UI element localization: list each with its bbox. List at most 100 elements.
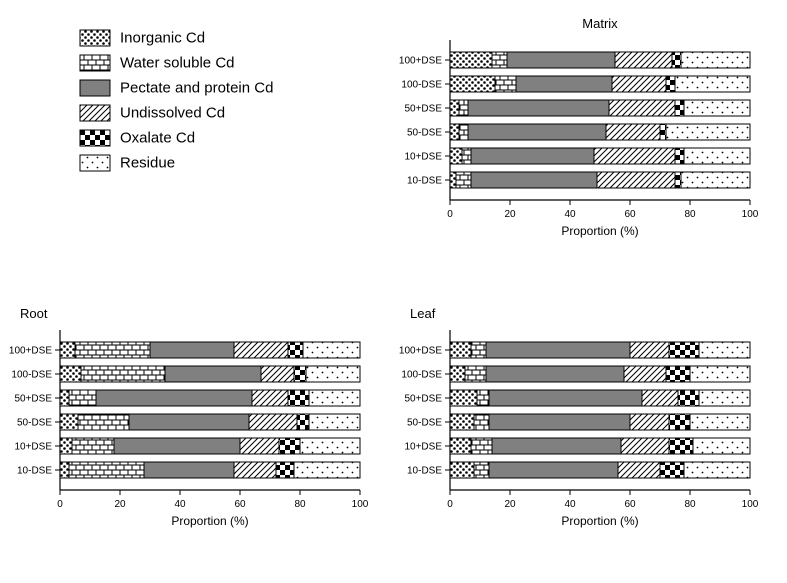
bar-segment <box>450 438 471 454</box>
x-tick-label: 0 <box>447 209 453 220</box>
bar-segment <box>666 124 750 140</box>
x-tick-label: 40 <box>564 209 576 220</box>
bar-segment <box>471 342 486 358</box>
bar-segment <box>60 366 81 382</box>
x-axis-label: Proportion (%) <box>561 224 638 238</box>
bar-segment <box>72 438 114 454</box>
bar-segment <box>468 100 609 116</box>
bar-segment <box>660 124 666 140</box>
bar-segment <box>489 414 630 430</box>
x-tick-label: 100 <box>742 209 759 220</box>
legend-label-inorganic: Inorganic Cd <box>120 29 205 46</box>
bar-segment <box>693 438 750 454</box>
bar-segment <box>96 390 252 406</box>
x-tick-label: 20 <box>504 209 516 220</box>
bar-segment <box>642 390 678 406</box>
bar-segment <box>495 76 516 92</box>
bar-segment <box>675 76 750 92</box>
bar-segment <box>678 390 699 406</box>
category-label: 50-DSE <box>17 418 52 429</box>
bar-segment <box>240 438 279 454</box>
bar-segment <box>609 100 675 116</box>
panel-root: Root100+DSE100-DSE50+DSE50-DSE10+DSE10-D… <box>9 306 369 528</box>
bar-segment <box>60 438 72 454</box>
category-label: 10-DSE <box>407 176 442 187</box>
bar-segment <box>144 462 234 478</box>
x-tick-label: 40 <box>564 499 576 510</box>
category-label: 50+DSE <box>404 394 442 405</box>
bar-segment <box>459 124 468 140</box>
bar-segment <box>621 438 669 454</box>
legend-swatch-pectate_protein <box>80 80 110 96</box>
bar-segment <box>465 366 486 382</box>
bar-segment <box>684 462 750 478</box>
bar-segment <box>684 100 750 116</box>
bar-segment <box>624 366 666 382</box>
bar-segment <box>261 366 294 382</box>
bar-segment <box>165 366 261 382</box>
bar-segment <box>681 52 750 68</box>
x-axis-label: Proportion (%) <box>171 514 248 528</box>
bar-segment <box>60 390 69 406</box>
legend-swatch-undissolved <box>80 105 110 121</box>
bar-segment <box>234 342 288 358</box>
bar-segment <box>60 462 69 478</box>
bar-segment <box>288 390 309 406</box>
bar-segment <box>450 342 471 358</box>
bar-segment <box>489 390 642 406</box>
bar-segment <box>492 52 507 68</box>
category-label: 100+DSE <box>399 346 442 357</box>
legend-swatch-residue <box>80 155 110 171</box>
bar-segment <box>630 342 669 358</box>
x-axis-label: Proportion (%) <box>561 514 638 528</box>
bar-segment <box>666 76 675 92</box>
bar-segment <box>69 390 96 406</box>
bar-segment <box>669 438 693 454</box>
x-tick-label: 60 <box>234 499 246 510</box>
bar-segment <box>486 342 630 358</box>
bar-segment <box>516 76 612 92</box>
x-tick-label: 100 <box>742 499 759 510</box>
bar-segment <box>699 390 750 406</box>
x-tick-label: 0 <box>57 499 63 510</box>
bar-segment <box>597 172 675 188</box>
bar-segment <box>450 366 465 382</box>
bar-segment <box>450 172 456 188</box>
category-label: 10-DSE <box>17 466 52 477</box>
bar-segment <box>474 414 489 430</box>
figure-svg: Inorganic CdWater soluble CdPectate and … <box>0 0 787 583</box>
legend-swatch-oxalate <box>80 130 110 146</box>
bar-segment <box>630 414 669 430</box>
legend: Inorganic CdWater soluble CdPectate and … <box>80 29 273 171</box>
category-label: 50-DSE <box>407 418 442 429</box>
bar-segment <box>78 414 129 430</box>
bar-segment <box>606 124 660 140</box>
bar-segment <box>300 438 360 454</box>
bar-segment <box>612 76 666 92</box>
category-label: 100-DSE <box>401 370 442 381</box>
bar-segment <box>450 462 474 478</box>
x-tick-label: 20 <box>504 499 516 510</box>
x-tick-label: 60 <box>624 499 636 510</box>
bar-segment <box>456 172 471 188</box>
bar-segment <box>459 100 468 116</box>
category-label: 100+DSE <box>9 346 52 357</box>
bar-segment <box>288 342 303 358</box>
bar-segment <box>234 462 276 478</box>
bar-segment <box>666 366 690 382</box>
bar-segment <box>75 342 150 358</box>
bar-segment <box>690 414 750 430</box>
bar-segment <box>450 100 459 116</box>
bar-segment <box>129 414 249 430</box>
bar-segment <box>450 52 492 68</box>
bar-segment <box>450 390 477 406</box>
bar-segment <box>492 438 621 454</box>
category-label: 100-DSE <box>11 370 52 381</box>
bar-segment <box>699 342 750 358</box>
panel-title-matrix: Matrix <box>582 16 618 31</box>
bar-segment <box>309 414 360 430</box>
bar-segment <box>69 462 144 478</box>
category-label: 10+DSE <box>404 442 442 453</box>
bar-segment <box>450 124 459 140</box>
bar-segment <box>309 390 360 406</box>
